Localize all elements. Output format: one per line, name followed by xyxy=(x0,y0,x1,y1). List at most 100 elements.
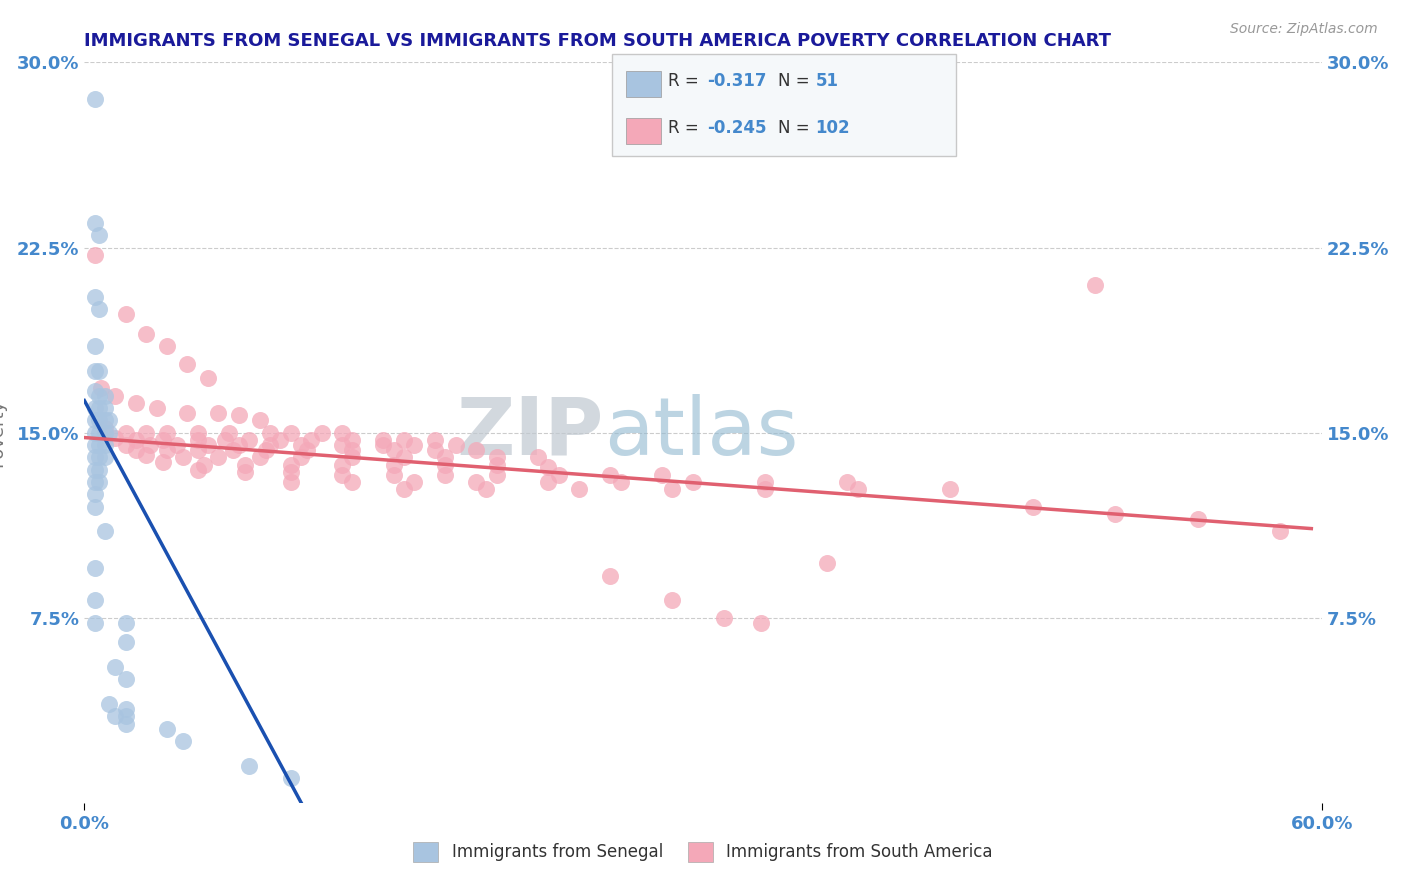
Point xyxy=(280,425,302,440)
Point xyxy=(330,425,353,440)
Point xyxy=(537,475,560,489)
Point xyxy=(434,458,457,472)
Point xyxy=(98,697,121,711)
Point xyxy=(87,302,110,317)
Point xyxy=(599,568,621,582)
Point xyxy=(713,610,735,624)
Point xyxy=(94,413,117,427)
Point xyxy=(166,438,188,452)
Point xyxy=(214,433,236,447)
Point xyxy=(187,433,209,447)
Text: R =: R = xyxy=(668,72,704,90)
Point xyxy=(342,433,364,447)
Point xyxy=(939,483,962,497)
Point xyxy=(83,425,105,440)
Point xyxy=(392,483,415,497)
Point xyxy=(1104,507,1126,521)
Point xyxy=(392,450,415,465)
Point xyxy=(754,483,776,497)
Point xyxy=(295,442,318,457)
Point xyxy=(1022,500,1045,514)
Point xyxy=(485,458,508,472)
Point xyxy=(392,433,415,447)
Text: IMMIGRANTS FROM SENEGAL VS IMMIGRANTS FROM SOUTH AMERICA POVERTY CORRELATION CHA: IMMIGRANTS FROM SENEGAL VS IMMIGRANTS FR… xyxy=(84,32,1111,50)
Point xyxy=(172,734,194,748)
Point xyxy=(83,401,105,415)
Point xyxy=(280,771,302,785)
Point xyxy=(156,339,179,353)
Point xyxy=(290,438,312,452)
Point xyxy=(382,442,405,457)
Point xyxy=(139,438,162,452)
Point xyxy=(330,458,353,472)
Point xyxy=(259,438,281,452)
Point xyxy=(269,433,291,447)
Point xyxy=(83,384,105,398)
Point xyxy=(568,483,591,497)
Point xyxy=(373,433,395,447)
Text: N =: N = xyxy=(778,72,814,90)
Point xyxy=(83,248,105,262)
Text: Source: ZipAtlas.com: Source: ZipAtlas.com xyxy=(1230,22,1378,37)
Point xyxy=(254,442,277,457)
Point xyxy=(299,433,322,447)
Point xyxy=(537,460,560,475)
Point xyxy=(197,371,219,385)
Point xyxy=(373,438,395,452)
Point xyxy=(444,438,467,452)
Point xyxy=(290,450,312,465)
Point xyxy=(837,475,859,489)
Point xyxy=(94,388,117,402)
Point xyxy=(104,388,127,402)
Point xyxy=(330,467,353,482)
Point xyxy=(104,709,127,723)
Point xyxy=(311,425,333,440)
Point xyxy=(233,465,256,479)
Point xyxy=(228,409,250,423)
Text: 102: 102 xyxy=(815,120,851,137)
Point xyxy=(114,438,136,452)
Point xyxy=(342,475,364,489)
Point xyxy=(114,673,136,687)
Point xyxy=(145,401,167,415)
Point xyxy=(434,467,457,482)
Point xyxy=(382,458,405,472)
Point xyxy=(815,557,838,571)
Point xyxy=(114,307,136,321)
Point xyxy=(94,420,117,434)
Point xyxy=(1084,277,1107,292)
Point xyxy=(83,500,105,514)
Point xyxy=(125,396,148,410)
Point xyxy=(222,442,245,457)
Point xyxy=(83,615,105,630)
Text: -0.317: -0.317 xyxy=(707,72,766,90)
Point xyxy=(382,467,405,482)
Point xyxy=(172,450,194,465)
Point xyxy=(249,413,271,427)
Point xyxy=(485,467,508,482)
Point xyxy=(485,450,508,465)
Point xyxy=(114,425,136,440)
Point xyxy=(152,455,174,469)
Point xyxy=(176,406,198,420)
Point xyxy=(754,475,776,489)
Point xyxy=(114,615,136,630)
Point xyxy=(651,467,673,482)
Point xyxy=(599,467,621,482)
Point xyxy=(465,475,488,489)
Point xyxy=(83,593,105,607)
Point xyxy=(104,431,127,445)
Point xyxy=(83,216,105,230)
Text: 51: 51 xyxy=(815,72,838,90)
Point xyxy=(187,462,209,476)
Point xyxy=(404,438,426,452)
Point xyxy=(661,483,683,497)
Point xyxy=(156,722,179,736)
Point xyxy=(238,433,260,447)
Point xyxy=(423,433,446,447)
Point xyxy=(87,425,110,440)
Point xyxy=(98,425,121,440)
Point xyxy=(135,425,157,440)
Point xyxy=(527,450,550,465)
Point xyxy=(135,448,157,462)
